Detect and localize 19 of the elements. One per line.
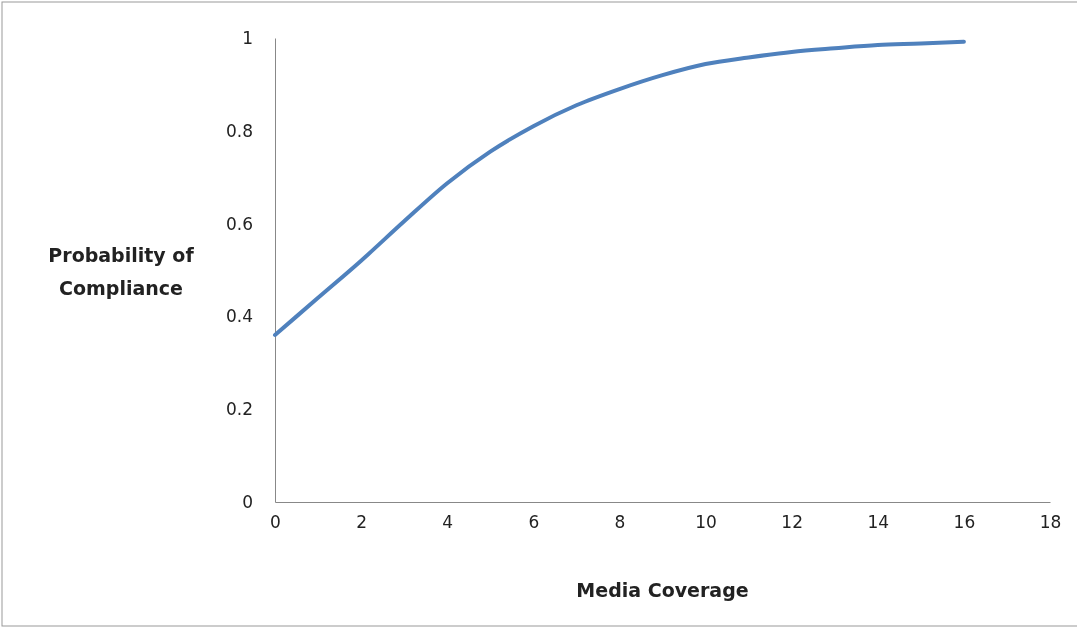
x-tick-label: 12 xyxy=(781,512,803,533)
x-tick-label: 18 xyxy=(1039,512,1062,533)
x-tick-label: 4 xyxy=(442,512,454,533)
x-tick-label: 2 xyxy=(356,512,368,533)
y-tick-label: 0.6 xyxy=(225,213,253,234)
y-tick-label: 0.4 xyxy=(225,306,253,327)
x-axis-title: Media Coverage xyxy=(576,579,749,601)
y-tick-label: 1 xyxy=(242,27,253,48)
y-tick-label: 0 xyxy=(242,491,253,512)
line-series xyxy=(273,39,966,337)
x-tick-label: 0 xyxy=(270,512,281,533)
y-tick-label: 0.2 xyxy=(225,399,253,420)
x-tick-label: 8 xyxy=(614,512,626,533)
y-tick-label: 0.8 xyxy=(225,120,253,141)
x-tick-label: 6 xyxy=(528,512,540,533)
x-tick-label: 16 xyxy=(953,512,976,533)
x-tick-label: 14 xyxy=(867,512,890,533)
x-tick-label: 10 xyxy=(695,512,717,533)
y-axis-title: Probability of Compliance xyxy=(48,244,195,299)
